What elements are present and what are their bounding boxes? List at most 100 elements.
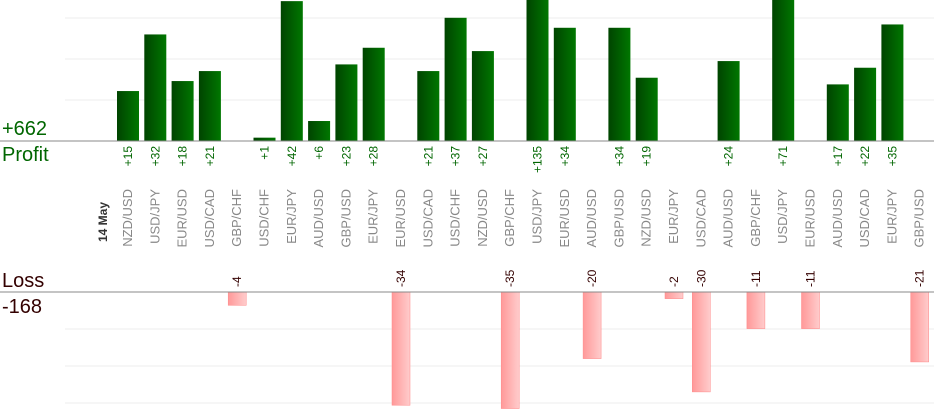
profit-value-label: +15: [121, 146, 135, 167]
category-label: USD/CAD: [202, 189, 217, 248]
category-label: EUR/USD: [803, 189, 818, 248]
loss-value-label: -21: [913, 269, 927, 287]
profit-value-label: +18: [176, 146, 190, 167]
loss-value-label: -11: [749, 270, 763, 287]
loss-bar: [664, 291, 684, 299]
profit-value-label: +23: [339, 146, 353, 167]
category-label: GBP/CHF: [502, 189, 517, 247]
loss-value-label: -20: [585, 269, 599, 287]
profit-bar: [854, 67, 877, 141]
category-label: GBP/USD: [338, 189, 353, 248]
profit-value-label: +6: [312, 146, 326, 160]
profit-value-label: +1: [258, 146, 272, 160]
category-label: USD/JPY: [147, 189, 162, 244]
loss-bar: [692, 291, 711, 393]
loss-bar: [500, 291, 520, 409]
profit-value-label: +24: [722, 146, 736, 167]
loss-value-labels: -4 -34 -35 -20 -2 -30 -11 -11 -21: [230, 269, 927, 287]
category-label: NZD/USD: [475, 189, 490, 247]
category-label: USD/CAD: [420, 189, 435, 248]
category-label: NZD/USD: [120, 189, 135, 247]
category-label: USD/JPY: [530, 189, 545, 244]
loss-bar: [391, 291, 411, 406]
category-label: AUD/USD: [721, 189, 736, 248]
profit-value-label: +19: [640, 146, 654, 167]
loss-bar: [227, 291, 247, 306]
profit-value-label: +35: [885, 146, 899, 167]
profit-bar: [280, 1, 303, 142]
total-loss-value: -168: [2, 296, 43, 318]
loss-bars: [227, 291, 929, 409]
profit-bar: [417, 71, 440, 141]
category-label: EUR/JPY: [284, 189, 299, 244]
category-label: NZD/USD: [639, 189, 654, 247]
profit-value-label: +135: [531, 146, 545, 173]
category-label: EUR/JPY: [366, 189, 381, 244]
category-label: EUR/USD: [393, 189, 408, 248]
profit-value-label: +42: [285, 146, 299, 167]
category-label: USD/CHF: [448, 189, 463, 247]
loss-bar: [746, 291, 766, 329]
profit-value-label: +28: [367, 146, 381, 167]
category-label: USD/CAD: [693, 189, 708, 248]
category-label: GBP/CHF: [229, 189, 244, 247]
loss-label: Loss: [2, 270, 45, 292]
category-label: GBP/USD: [912, 189, 927, 248]
category-label: AUD/USD: [311, 189, 326, 248]
profit-bars: [117, 0, 904, 142]
profit-bar: [526, 0, 549, 141]
profit-bar: [826, 84, 849, 141]
loss-value-label: -11: [804, 270, 818, 287]
profit-bar: [881, 24, 904, 142]
profit-value-label: +22: [858, 146, 872, 167]
category-label: GBP/USD: [611, 189, 626, 248]
category-label: USD/CHF: [257, 189, 272, 247]
category-label: EUR/USD: [557, 189, 572, 248]
profit-label: Profit: [2, 144, 49, 166]
profit-bar: [471, 51, 494, 142]
total-profit-value: +662: [2, 118, 48, 140]
loss-bar: [582, 291, 602, 359]
category-label: EUR/JPY: [884, 189, 899, 244]
profit-bar: [362, 47, 385, 142]
loss-value-label: -34: [394, 269, 408, 287]
profit-bar: [171, 81, 194, 141]
profit-value-label: +34: [558, 146, 572, 167]
loss-bar: [801, 291, 820, 329]
profit-value-label: +27: [476, 146, 490, 167]
category-label: AUD/USD: [830, 189, 845, 248]
loss-value-label: -2: [667, 276, 681, 287]
profit-value-label: +37: [449, 146, 463, 167]
profit-value-label: +21: [203, 146, 217, 167]
category-label: EUR/JPY: [666, 189, 681, 244]
loss-value-label: -4: [230, 276, 244, 287]
loss-bar: [910, 291, 929, 363]
profit-value-label: +71: [776, 146, 790, 167]
profit-bar: [444, 17, 467, 141]
profit-bar: [553, 27, 576, 142]
loss-value-label: -30: [694, 269, 708, 287]
category-label: USD/CAD: [857, 189, 872, 248]
profit-bar: [308, 121, 331, 141]
profit-bar: [772, 0, 795, 141]
profit-value-label: +17: [831, 146, 845, 167]
profit-value-label: +32: [148, 146, 162, 167]
category-labels: NZD/USD USD/JPY EUR/USD USD/CAD GBP/CHF USD/C…: [120, 189, 927, 248]
profit-value-label: +21: [421, 146, 435, 167]
category-label: AUD/USD: [584, 189, 599, 248]
profit-bar: [717, 61, 740, 141]
profit-bar: [335, 64, 358, 141]
profit-value-label: +34: [612, 146, 626, 167]
category-label: EUR/USD: [175, 189, 190, 248]
profit-value-labels: +15 +32 +18 +21 +1 +42 +6 +23 +28 +21 +37 +27 +135 +3…: [121, 146, 899, 173]
profit-bar: [144, 34, 167, 141]
category-label: USD/JPY: [775, 189, 790, 244]
profit-bar: [253, 137, 276, 141]
loss-value-label: -35: [503, 269, 517, 287]
profit-bar: [198, 71, 221, 141]
profit-bar: [635, 77, 658, 141]
profit-bar: [608, 27, 631, 142]
date-label: 14 May: [96, 202, 110, 242]
profit-bar: [117, 91, 139, 141]
